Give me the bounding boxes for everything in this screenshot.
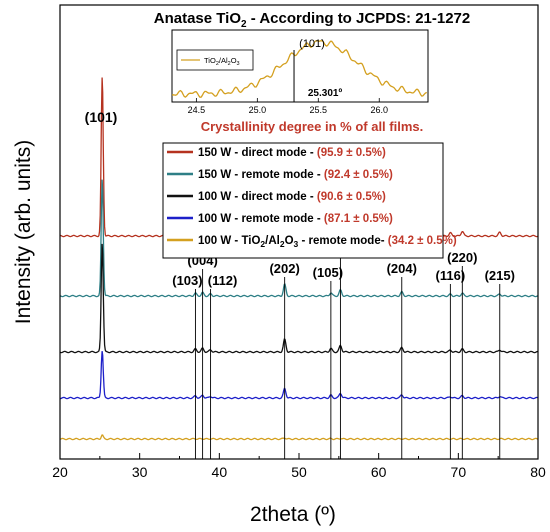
inset-marker-value: 25.301º xyxy=(308,88,343,99)
legend-box xyxy=(162,142,444,259)
legend-label-2: 100 W - direct mode - (90.6 ± 0.5%) xyxy=(198,191,386,203)
legend-label-3: 100 W - remote mode - (87.1 ± 0.5%) xyxy=(198,213,393,225)
legend-label-0: 150 W - direct mode - (95.9 ± 0.5%) xyxy=(198,147,386,159)
chart-title: Anatase TiO2 - According to JCPDS: 21-12… xyxy=(154,10,471,30)
series-line-1 xyxy=(59,179,539,298)
peak-label-9: (215) xyxy=(485,268,515,283)
inset-x-tick-label-2: 25.5 xyxy=(310,105,328,115)
y-axis-label: Intensity (arb. units) xyxy=(12,140,35,324)
crystallinity-annotation: Crystallinity degree in % of all films. xyxy=(201,119,424,134)
inset-x-tick-label-0: 24.5 xyxy=(188,105,206,115)
inset-curve xyxy=(171,40,428,99)
peak-label-6: (204) xyxy=(387,261,417,276)
x-tick-label-2: 40 xyxy=(212,464,228,480)
inset-legend-box xyxy=(176,49,254,71)
series-line-4 xyxy=(59,434,539,441)
legend-label-1: 150 W - remote mode - (92.4 ± 0.5%) xyxy=(198,169,393,181)
peak-label-4: (105) xyxy=(313,265,343,280)
x-tick-label-1: 30 xyxy=(132,464,148,480)
peak-label-8: (220) xyxy=(447,250,477,265)
peak-label-0: (103) xyxy=(172,273,202,288)
series-line-3 xyxy=(60,351,539,400)
peak-label-2: (112) xyxy=(208,273,238,288)
x-tick-label-0: 20 xyxy=(52,464,68,480)
legend-label-4: 100 W - TiO2/Al2O3 - remote mode- (34.2 … xyxy=(198,235,457,249)
x-tick-label-5: 70 xyxy=(451,464,467,480)
main-peak-label: (101) xyxy=(85,109,118,125)
x-axis: 20 30 40 50 60 70 80 xyxy=(52,453,546,480)
inset-x-tick-label-3: 26.0 xyxy=(370,105,388,115)
peak-label-7: (116) xyxy=(436,268,466,283)
x-axis-label: 2theta (º) xyxy=(250,503,336,526)
x-tick-label-6: 80 xyxy=(530,464,546,480)
reference-lines xyxy=(194,254,501,459)
x-tick-label-3: 50 xyxy=(291,464,307,480)
x-tick-label-4: 60 xyxy=(371,464,387,480)
legend: 150 W - direct mode - (95.9 ± 0.5%) 150 W… xyxy=(162,142,457,259)
inset-x-tick-label-1: 25.0 xyxy=(249,105,267,115)
series-line-2 xyxy=(59,243,539,354)
inset-legend-label: TiO2/Al2O3 xyxy=(204,56,240,67)
inset-x-axis: 24.5 25.0 25.5 26.0 xyxy=(188,98,388,115)
inset-peak-label: (101) xyxy=(299,38,325,50)
peak-label-3: (202) xyxy=(269,261,299,276)
inset-chart: (101) 25.301º 24.5 25.0 25.5 26.0 TiO2/Al2O… xyxy=(171,29,429,115)
